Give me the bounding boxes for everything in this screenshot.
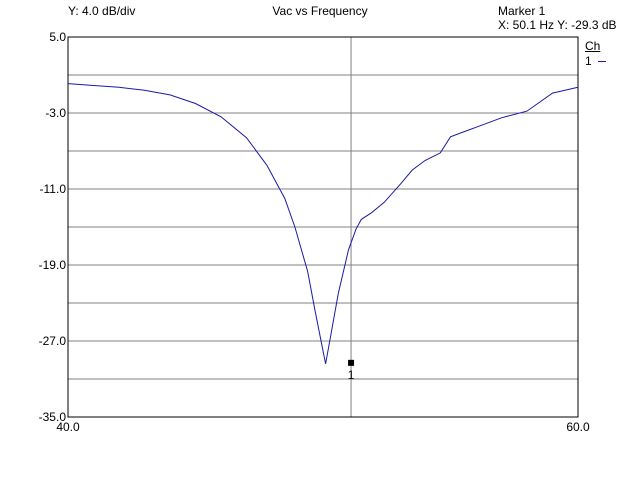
- series-layer: [67, 83, 579, 364]
- y-tick-label: -11.0: [40, 182, 67, 196]
- legend-swatch: [597, 61, 606, 63]
- marker-readout: X: 50.1 Hz Y: -29.3 dB: [498, 18, 617, 32]
- y-tick-label: -35.0: [39, 410, 67, 424]
- grid-layer: [68, 36, 578, 418]
- marker-layer[interactable]: 1: [348, 359, 355, 382]
- marker-readout-panel: Marker 1 X: 50.1 Hz Y: -29.3 dB: [498, 4, 617, 32]
- legend-heading: Ch: [585, 39, 601, 53]
- x-tick-label: 60.0: [566, 420, 590, 434]
- scale-readout: Y: 4.0 dB/div: [68, 4, 136, 18]
- x-tick-label: 40.0: [56, 420, 80, 434]
- y-tick-label: 5.0: [49, 30, 66, 44]
- y-tick-label: -19.0: [39, 258, 67, 272]
- plot-frame: [67, 36, 579, 418]
- y-tick-label: -27.0: [39, 334, 67, 348]
- series-line-1: [67, 83, 579, 364]
- x-tick-labels: 40.0 60.0: [56, 420, 590, 434]
- chart-title: Vac vs Frequency: [272, 4, 368, 18]
- marker-point[interactable]: [348, 359, 355, 366]
- legend-entry-label: 1: [585, 54, 592, 68]
- y-tick-labels: 5.0 -3.0 -11.0 -19.0 -27.0 -35.0: [39, 30, 67, 424]
- marker-label: 1: [348, 368, 355, 382]
- legend-entry-1[interactable]: 1: [585, 54, 606, 68]
- marker-title: Marker 1: [498, 4, 546, 18]
- y-tick-label: -3.0: [45, 106, 66, 120]
